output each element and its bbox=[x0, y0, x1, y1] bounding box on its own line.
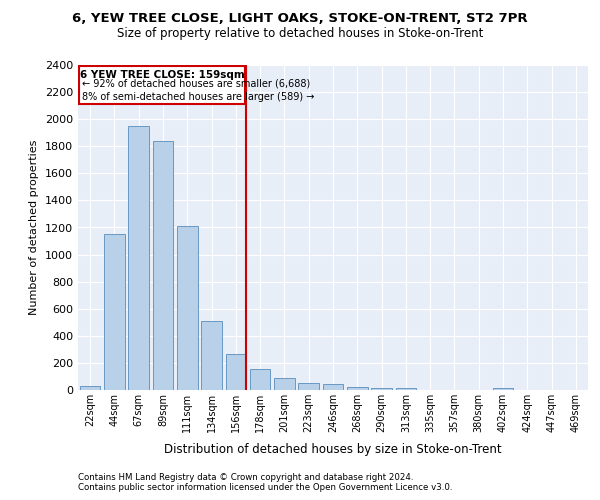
Bar bbox=[177, 226, 197, 390]
Bar bbox=[371, 388, 392, 390]
Text: 8% of semi-detached houses are larger (589) →: 8% of semi-detached houses are larger (5… bbox=[82, 92, 314, 102]
Bar bbox=[152, 141, 173, 390]
Bar bbox=[347, 388, 368, 390]
Bar bbox=[493, 388, 514, 390]
Y-axis label: Number of detached properties: Number of detached properties bbox=[29, 140, 40, 315]
Text: ← 92% of detached houses are smaller (6,688): ← 92% of detached houses are smaller (6,… bbox=[82, 78, 310, 88]
Bar bbox=[128, 126, 149, 390]
Bar bbox=[250, 369, 271, 390]
Text: Size of property relative to detached houses in Stoke-on-Trent: Size of property relative to detached ho… bbox=[117, 28, 483, 40]
Text: 6 YEW TREE CLOSE: 159sqm: 6 YEW TREE CLOSE: 159sqm bbox=[80, 70, 244, 81]
Bar bbox=[274, 378, 295, 390]
Bar bbox=[104, 234, 125, 390]
Text: Contains public sector information licensed under the Open Government Licence v3: Contains public sector information licen… bbox=[78, 484, 452, 492]
Bar bbox=[201, 321, 222, 390]
Bar bbox=[298, 383, 319, 390]
FancyBboxPatch shape bbox=[79, 66, 245, 104]
Bar bbox=[395, 388, 416, 390]
Text: Distribution of detached houses by size in Stoke-on-Trent: Distribution of detached houses by size … bbox=[164, 442, 502, 456]
Bar bbox=[226, 354, 246, 390]
Bar bbox=[323, 384, 343, 390]
Text: 6, YEW TREE CLOSE, LIGHT OAKS, STOKE-ON-TRENT, ST2 7PR: 6, YEW TREE CLOSE, LIGHT OAKS, STOKE-ON-… bbox=[72, 12, 528, 26]
Bar bbox=[80, 386, 100, 390]
Text: Contains HM Land Registry data © Crown copyright and database right 2024.: Contains HM Land Registry data © Crown c… bbox=[78, 472, 413, 482]
